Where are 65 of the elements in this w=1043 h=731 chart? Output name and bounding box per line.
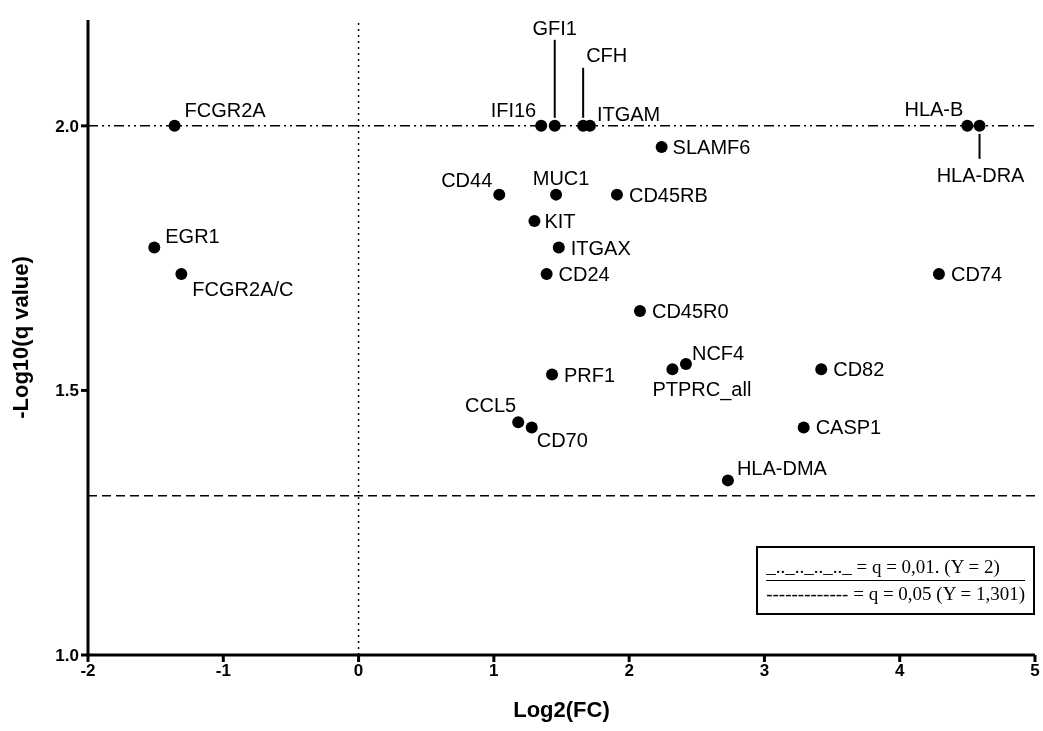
point [961,119,974,132]
annotation: CASP1 [815,416,882,439]
x-tick-label: -2 [80,661,96,681]
annotation: HLA-B [904,97,964,120]
annotation: CD44 [441,168,493,191]
point [932,268,945,280]
annotation: HLA-DMA [736,457,828,480]
point [973,119,986,132]
point [168,119,181,132]
annotation: SLAMF6 [672,136,751,158]
annotation: ------------- = q = 0,05 (Y = 1,301) [766,580,1025,607]
annotation: CCL5 [465,394,517,417]
annotation: MUC1 [532,166,590,189]
annotation: FCGR2A/C [192,278,294,300]
point [679,357,692,370]
annotation: ITGAX [570,236,631,259]
annotation: CFH [586,43,628,66]
point [797,421,810,434]
point [546,368,559,381]
point [525,421,538,434]
point [512,416,525,429]
y-tick-label: 1.0 [55,646,79,666]
x-tick-label: 5 [1030,661,1040,681]
annotation: CD74 [950,263,1003,285]
annotation: GFI1 [532,16,577,39]
x-tick-label: 4 [894,661,905,681]
point [610,188,623,201]
annotation: HLA-DRA [936,163,1026,186]
point [535,119,548,132]
point [540,268,553,280]
annotation: ITGAM [596,102,661,125]
x-tick-label: 0 [353,661,364,681]
point [548,119,561,132]
point [721,474,734,487]
point [550,188,563,201]
annotation: CD45RB [628,183,708,206]
annotation: _.._.._.._.._ = q = 0,01. (Y = 2) [766,555,1001,579]
annotation: IFI16 [490,98,537,121]
point [633,305,646,318]
x-axis-title: Log2(FC) [513,697,610,722]
point [815,363,828,376]
annotation: EGR1 [165,224,220,247]
point [666,363,679,376]
annotation: PTPRC_all [652,378,752,402]
annotation: CD45R0 [651,300,729,323]
x-tick-label: 3 [759,661,770,681]
x-tick-label: -1 [215,661,231,681]
annotation: PRF1 [564,363,616,386]
annotation: CD82 [833,358,885,381]
y-axis-title: -Log10(q value) [7,256,33,419]
annotation: NCF4 [691,341,745,364]
point [552,241,565,254]
x-tick-label: 2 [624,661,634,681]
point [655,141,668,153]
annotation: CD70 [536,429,588,452]
annotation: FCGR2A [184,98,267,121]
y-tick-label: 2.0 [55,116,79,136]
point [528,215,541,228]
y-tick-label: 1.5 [55,381,79,401]
point [148,241,161,254]
annotation: CD24 [558,263,610,285]
point [175,268,188,280]
point [493,188,506,201]
annotation: KIT [544,210,576,233]
x-tick-label: 1 [489,661,499,681]
